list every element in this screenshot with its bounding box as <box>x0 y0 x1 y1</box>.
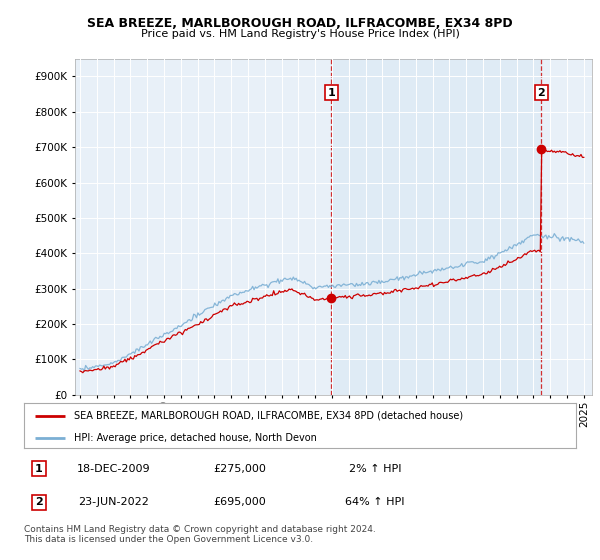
Text: 18-DEC-2009: 18-DEC-2009 <box>77 464 151 474</box>
Text: 23-JUN-2022: 23-JUN-2022 <box>79 497 149 507</box>
Text: 64% ↑ HPI: 64% ↑ HPI <box>345 497 405 507</box>
Text: 2: 2 <box>538 87 545 97</box>
Text: HPI: Average price, detached house, North Devon: HPI: Average price, detached house, Nort… <box>74 433 317 443</box>
Text: 2% ↑ HPI: 2% ↑ HPI <box>349 464 401 474</box>
Text: £275,000: £275,000 <box>214 464 266 474</box>
Bar <box>331 59 541 395</box>
Text: 2: 2 <box>35 497 43 507</box>
Text: 1: 1 <box>35 464 43 474</box>
Text: SEA BREEZE, MARLBOROUGH ROAD, ILFRACOMBE, EX34 8PD: SEA BREEZE, MARLBOROUGH ROAD, ILFRACOMBE… <box>87 17 513 30</box>
Text: Price paid vs. HM Land Registry's House Price Index (HPI): Price paid vs. HM Land Registry's House … <box>140 29 460 39</box>
Text: 1: 1 <box>328 87 335 97</box>
Text: £695,000: £695,000 <box>214 497 266 507</box>
Text: Contains HM Land Registry data © Crown copyright and database right 2024.
This d: Contains HM Land Registry data © Crown c… <box>24 525 376 544</box>
Text: SEA BREEZE, MARLBOROUGH ROAD, ILFRACOMBE, EX34 8PD (detached house): SEA BREEZE, MARLBOROUGH ROAD, ILFRACOMBE… <box>74 410 463 421</box>
